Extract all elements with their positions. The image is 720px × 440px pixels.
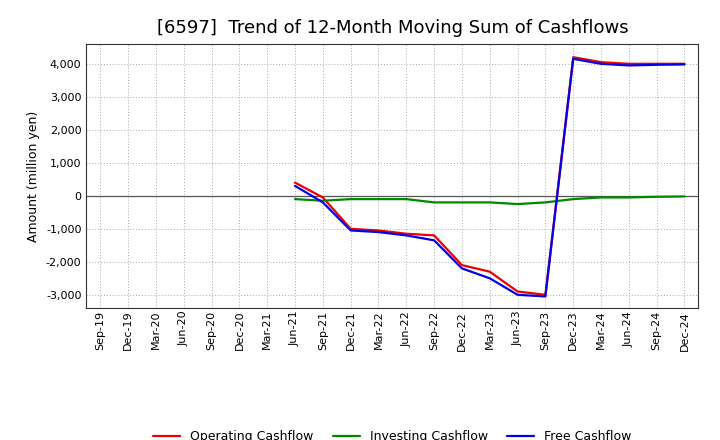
Free Cashflow: [458, 266, 467, 271]
Investing Cashflow: [624, 195, 633, 200]
Investing Cashflow: [346, 196, 355, 202]
Investing Cashflow: [541, 200, 550, 205]
Free Cashflow: [513, 292, 522, 297]
Investing Cashflow: [291, 196, 300, 202]
Y-axis label: Amount (million yen): Amount (million yen): [27, 110, 40, 242]
Operating Cashflow: [346, 226, 355, 231]
Operating Cashflow: [569, 55, 577, 60]
Investing Cashflow: [458, 200, 467, 205]
Free Cashflow: [291, 183, 300, 188]
Free Cashflow: [374, 230, 383, 235]
Operating Cashflow: [402, 231, 410, 236]
Operating Cashflow: [597, 59, 606, 65]
Free Cashflow: [430, 238, 438, 243]
Free Cashflow: [569, 56, 577, 62]
Free Cashflow: [680, 62, 689, 67]
Operating Cashflow: [318, 195, 327, 200]
Free Cashflow: [318, 200, 327, 205]
Operating Cashflow: [680, 61, 689, 66]
Investing Cashflow: [597, 195, 606, 200]
Investing Cashflow: [680, 194, 689, 199]
Operating Cashflow: [458, 262, 467, 268]
Free Cashflow: [346, 228, 355, 233]
Investing Cashflow: [318, 198, 327, 203]
Line: Investing Cashflow: Investing Cashflow: [295, 196, 685, 204]
Operating Cashflow: [430, 233, 438, 238]
Operating Cashflow: [652, 61, 661, 66]
Investing Cashflow: [374, 196, 383, 202]
Free Cashflow: [652, 62, 661, 67]
Investing Cashflow: [513, 202, 522, 207]
Investing Cashflow: [402, 196, 410, 202]
Operating Cashflow: [541, 292, 550, 297]
Free Cashflow: [624, 63, 633, 68]
Free Cashflow: [485, 275, 494, 281]
Investing Cashflow: [569, 196, 577, 202]
Line: Operating Cashflow: Operating Cashflow: [295, 57, 685, 295]
Free Cashflow: [402, 233, 410, 238]
Operating Cashflow: [624, 61, 633, 66]
Free Cashflow: [597, 61, 606, 66]
Investing Cashflow: [652, 194, 661, 199]
Free Cashflow: [541, 294, 550, 299]
Operating Cashflow: [291, 180, 300, 185]
Investing Cashflow: [430, 200, 438, 205]
Line: Free Cashflow: Free Cashflow: [295, 59, 685, 297]
Operating Cashflow: [485, 269, 494, 275]
Title: [6597]  Trend of 12-Month Moving Sum of Cashflows: [6597] Trend of 12-Month Moving Sum of C…: [156, 19, 629, 37]
Operating Cashflow: [374, 228, 383, 233]
Operating Cashflow: [513, 289, 522, 294]
Legend: Operating Cashflow, Investing Cashflow, Free Cashflow: Operating Cashflow, Investing Cashflow, …: [148, 425, 636, 440]
Investing Cashflow: [485, 200, 494, 205]
